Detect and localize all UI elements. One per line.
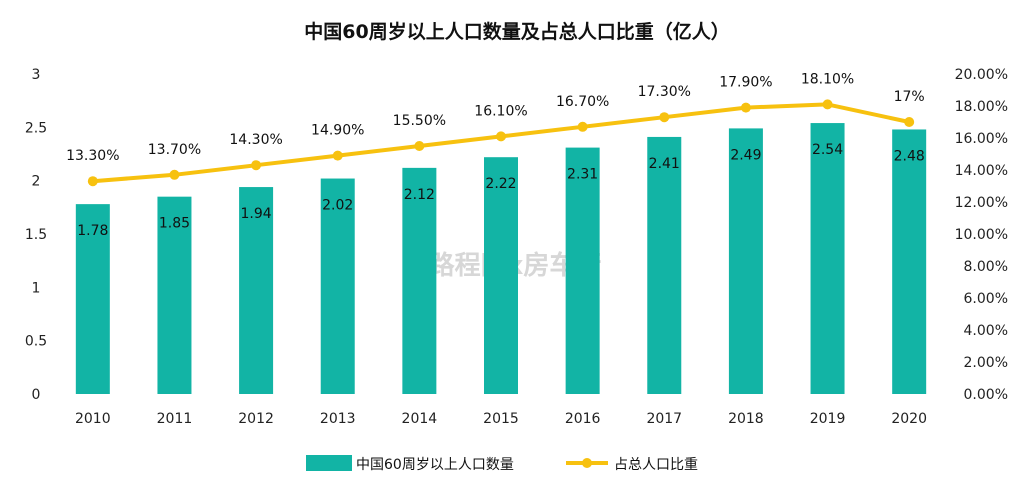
legend-bar-label: 中国60周岁以上人口数量 — [356, 457, 514, 473]
bar-value-label: 1.94 — [241, 206, 272, 222]
line-point — [659, 112, 670, 123]
x-axis-tick-label: 2017 — [646, 411, 682, 427]
x-axis-tick-label: 2010 — [75, 411, 111, 427]
line-value-label: 13.70% — [148, 142, 201, 158]
right-axis-tick-label: 6.00% — [964, 291, 1008, 307]
right-axis-tick-label: 20.00% — [955, 67, 1008, 83]
line-value-label: 15.50% — [393, 113, 446, 129]
line-value-label: 17.90% — [719, 75, 772, 91]
x-axis-tick-label: 2014 — [402, 411, 438, 427]
bar-value-label: 2.12 — [404, 187, 435, 203]
x-axis-tick-label: 2019 — [810, 411, 846, 427]
line-point — [87, 176, 98, 187]
left-axis-tick-label: 1 — [32, 280, 41, 296]
line-value-label: 17.30% — [638, 84, 691, 100]
left-axis-tick-label: 2 — [32, 174, 41, 190]
line-value-label: 13.30% — [66, 148, 119, 164]
line-point — [577, 121, 588, 132]
line-point — [822, 99, 833, 110]
line-point — [169, 169, 180, 180]
bar — [892, 129, 927, 394]
bar-data-labels: 1.78 1.85 1.94 2.02 2.12 2.22 2.31 2.41 2.49 2.54… — [77, 142, 925, 239]
x-axis: 2010 2011 2012 2013 2014 2015 2016 2017 2018 2019… — [75, 411, 927, 427]
right-axis: 0.00% 2.00% 4.00% 6.00% 8.00% 10.00% 12.00% 14.… — [955, 67, 1008, 403]
bar — [728, 128, 763, 394]
legend-bar-swatch — [306, 455, 352, 471]
right-axis-tick-label: 14.00% — [955, 163, 1008, 179]
x-axis-tick-label: 2012 — [238, 411, 274, 427]
line-point — [740, 102, 751, 113]
right-axis-tick-label: 0.00% — [964, 387, 1008, 403]
bar-value-label: 2.31 — [567, 167, 598, 183]
bar — [810, 123, 845, 395]
right-axis-tick-label: 12.00% — [955, 195, 1008, 211]
line-value-label: 16.10% — [474, 103, 527, 119]
bar-value-label: 1.78 — [77, 223, 108, 239]
x-axis-tick-label: 2015 — [483, 411, 519, 427]
line-value-label: 14.30% — [229, 132, 282, 148]
bar-value-label: 2.22 — [485, 176, 516, 192]
line-value-label: 16.70% — [556, 94, 609, 110]
bar-series — [75, 123, 927, 395]
right-axis-tick-label: 4.00% — [964, 323, 1008, 339]
bar — [75, 204, 110, 394]
right-axis-tick-label: 10.00% — [955, 227, 1008, 243]
x-axis-tick-label: 2013 — [320, 411, 356, 427]
bar — [565, 147, 600, 394]
legend-line-marker — [582, 458, 592, 468]
left-axis-tick-label: 0 — [32, 387, 41, 403]
line-point — [332, 150, 343, 161]
bar-value-label: 2.49 — [730, 147, 761, 163]
line-point — [904, 117, 915, 127]
right-axis-tick-label: 16.00% — [955, 131, 1008, 147]
legend-line-label: 占总人口比重 — [614, 457, 698, 473]
left-axis-tick-label: 0.5 — [25, 334, 47, 350]
left-axis-tick-label: 3 — [32, 67, 41, 83]
line-value-label: 14.90% — [311, 123, 364, 139]
chart-title: 中国60周岁以上人口数量及占总人口比重（亿人） — [304, 20, 729, 43]
x-axis-tick-label: 2011 — [157, 411, 193, 427]
bar-value-label: 2.48 — [894, 148, 925, 164]
line-point — [414, 141, 425, 151]
bar — [647, 136, 682, 394]
bar-value-label: 2.02 — [322, 198, 353, 214]
bar — [157, 196, 192, 394]
bar-value-label: 2.54 — [812, 142, 843, 158]
bar-value-label: 1.85 — [159, 216, 190, 232]
left-axis: 0 0.5 1 1.5 2 2.5 3 — [25, 67, 47, 403]
legend: 中国60周岁以上人口数量 占总人口比重 — [306, 455, 698, 473]
right-axis-tick-label: 2.00% — [964, 355, 1008, 371]
line-series — [87, 99, 915, 187]
line-data-labels: 13.30% 13.70% 14.30% 14.90% 15.50% 16.10% 16.7… — [66, 71, 925, 164]
line-value-label: 18.10% — [801, 71, 854, 87]
bar — [484, 157, 518, 394]
line-value-label: 17% — [894, 89, 925, 105]
right-axis-tick-label: 18.00% — [955, 99, 1008, 115]
left-axis-tick-label: 1.5 — [25, 227, 47, 243]
bar — [402, 167, 437, 394]
bar — [239, 187, 274, 394]
x-axis-tick-label: 2020 — [891, 411, 927, 427]
right-axis-tick-label: 8.00% — [964, 259, 1008, 275]
bar-value-label: 2.41 — [649, 156, 680, 172]
line-point — [251, 160, 262, 171]
x-axis-tick-label: 2018 — [728, 411, 764, 427]
x-axis-tick-label: 2016 — [565, 411, 601, 427]
bar — [320, 178, 355, 394]
line-point — [496, 131, 506, 142]
left-axis-tick-label: 2.5 — [25, 120, 47, 136]
